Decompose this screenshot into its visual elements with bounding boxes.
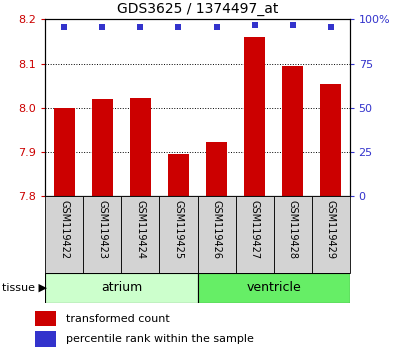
Bar bbox=[235, 196, 274, 273]
Bar bbox=[312, 196, 350, 273]
Bar bbox=[206, 142, 227, 196]
Bar bbox=[122, 196, 160, 273]
Text: atrium: atrium bbox=[101, 281, 142, 294]
Text: tissue ▶: tissue ▶ bbox=[2, 282, 47, 293]
Point bbox=[61, 24, 68, 29]
Text: percentile rank within the sample: percentile rank within the sample bbox=[66, 335, 254, 344]
Bar bbox=[45, 273, 198, 303]
Point bbox=[175, 24, 182, 29]
Bar bbox=[168, 154, 189, 196]
Point bbox=[213, 24, 220, 29]
Bar bbox=[244, 37, 265, 196]
Text: transformed count: transformed count bbox=[66, 314, 170, 324]
Text: GSM119422: GSM119422 bbox=[59, 200, 70, 259]
Point bbox=[99, 24, 105, 29]
Bar bbox=[54, 108, 75, 196]
Bar bbox=[160, 196, 198, 273]
Bar bbox=[35, 311, 56, 326]
Bar bbox=[92, 99, 113, 196]
Bar bbox=[83, 196, 122, 273]
Text: GSM119429: GSM119429 bbox=[325, 200, 336, 258]
Text: GSM119426: GSM119426 bbox=[211, 200, 222, 258]
Bar bbox=[320, 84, 341, 196]
Point bbox=[251, 22, 258, 28]
Point bbox=[290, 22, 296, 28]
Text: GSM119425: GSM119425 bbox=[173, 200, 184, 259]
Bar bbox=[35, 331, 56, 347]
Title: GDS3625 / 1374497_at: GDS3625 / 1374497_at bbox=[117, 2, 278, 16]
Bar bbox=[45, 196, 83, 273]
Bar bbox=[130, 98, 151, 196]
Bar bbox=[198, 196, 235, 273]
Text: GSM119428: GSM119428 bbox=[288, 200, 297, 258]
Text: ventricle: ventricle bbox=[246, 281, 301, 294]
Point bbox=[137, 24, 144, 29]
Bar bbox=[282, 66, 303, 196]
Text: GSM119427: GSM119427 bbox=[250, 200, 260, 259]
Bar bbox=[198, 273, 350, 303]
Text: GSM119423: GSM119423 bbox=[98, 200, 107, 258]
Point bbox=[327, 24, 334, 29]
Text: GSM119424: GSM119424 bbox=[135, 200, 145, 258]
Bar bbox=[273, 196, 312, 273]
